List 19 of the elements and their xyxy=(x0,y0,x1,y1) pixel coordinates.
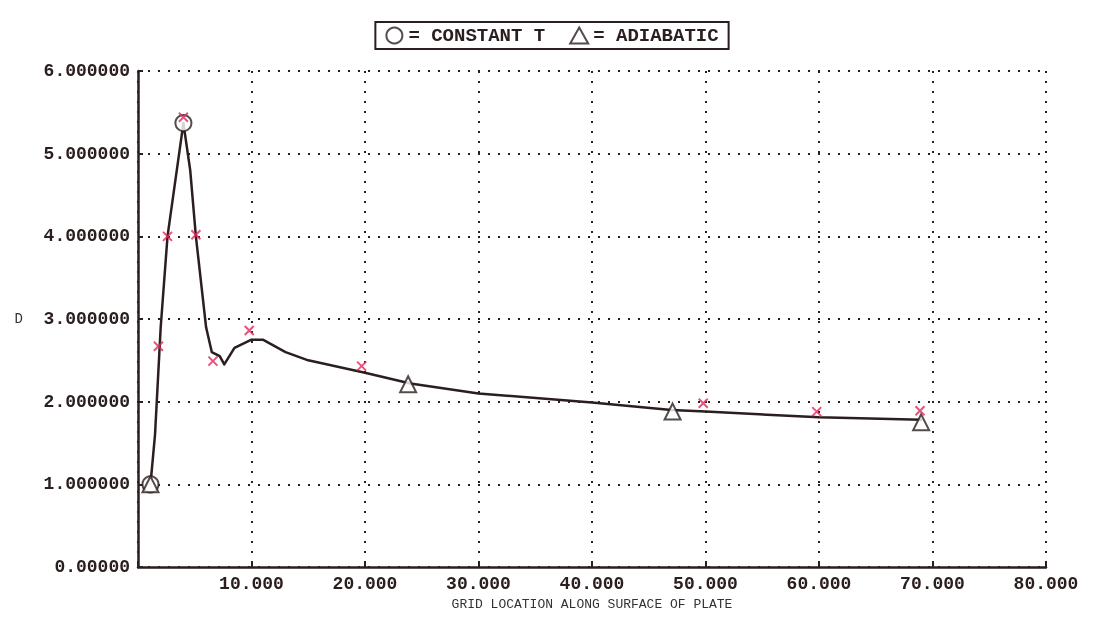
x-tick-label: 50.000 xyxy=(673,574,738,594)
x-tick-label: 30.000 xyxy=(446,574,511,594)
x-tick-label: 10.000 xyxy=(219,574,284,594)
y-tick-label: 0.00000 xyxy=(54,557,130,577)
x-tick-label: 60.000 xyxy=(786,574,852,594)
y-tick-label: 6.000000 xyxy=(43,61,130,81)
x-tick-label: 80.000 xyxy=(1013,574,1079,594)
legend-label: = ADIABATIC xyxy=(593,24,719,47)
y-tick-label: 3.000000 xyxy=(43,309,130,329)
x-tick-label: 70.000 xyxy=(900,574,965,594)
y-tick-label: 1.000000 xyxy=(43,474,130,495)
x-tick-label: 20.000 xyxy=(332,574,398,594)
legend-label: = CONSTANT T xyxy=(408,24,546,47)
y-tick-label: 5.000000 xyxy=(43,143,130,164)
x-axis-title: GRID LOCATION ALONG SURFACE OF PLATE xyxy=(451,596,733,612)
y-axis-title: D xyxy=(14,311,23,327)
y-tick-label: 2.000000 xyxy=(43,391,130,412)
x-tick-label: 40.000 xyxy=(559,574,625,594)
y-tick-label: 4.000000 xyxy=(43,226,130,247)
